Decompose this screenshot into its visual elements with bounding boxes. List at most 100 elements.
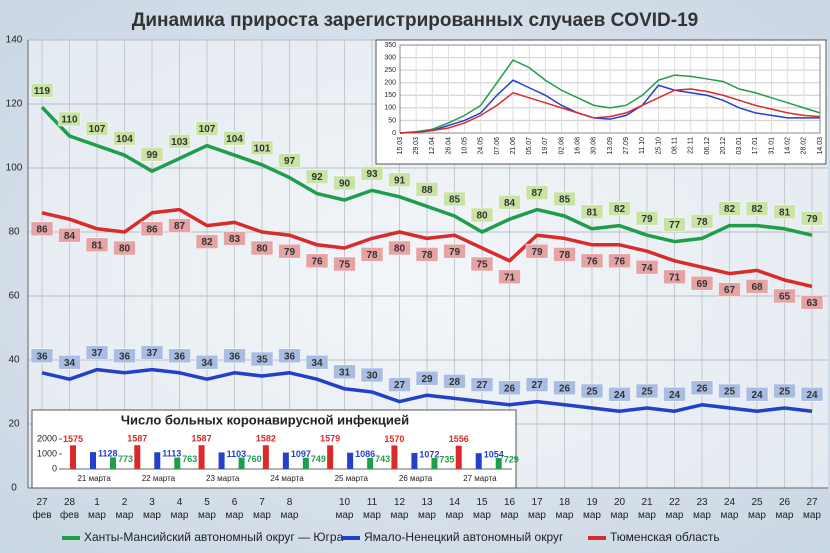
y-tick-label: 0 <box>11 483 17 494</box>
data-label: 773 <box>118 454 133 464</box>
data-label: 99 <box>146 150 158 161</box>
data-label-box <box>388 377 411 392</box>
data-label: 107 <box>89 124 106 135</box>
x-tick-label: 11 мар <box>363 497 381 521</box>
x-tick-label: 4 мар <box>171 497 189 521</box>
bar <box>495 458 502 469</box>
bar <box>238 457 245 469</box>
data-label: 31 <box>339 367 351 378</box>
data-label-box <box>553 247 576 262</box>
data-label-box <box>278 153 301 168</box>
x-tick-label: 21 марта <box>77 474 111 483</box>
data-label-box <box>195 354 219 370</box>
bar <box>475 453 482 469</box>
data-label: 760 <box>247 454 262 464</box>
bar-inset-frame <box>31 409 517 489</box>
x-tick-label: 28.02 <box>801 137 808 155</box>
data-label: 26 <box>696 383 708 394</box>
x-tick-label: 21.06 <box>510 137 517 155</box>
x-tick-label: 30.08 <box>591 137 598 155</box>
y-tick-label: 80 <box>8 227 20 238</box>
data-label: 79 <box>531 247 543 258</box>
x-tick-label: 15 мар <box>473 497 491 521</box>
data-label: 97 <box>284 156 296 167</box>
data-label-box <box>360 166 384 181</box>
data-label-box <box>168 218 191 233</box>
x-tick-label: 13 мар <box>418 497 436 521</box>
data-label-box <box>85 121 109 136</box>
data-label-box <box>690 380 714 396</box>
data-label: 25 <box>779 387 791 398</box>
data-label: 27 <box>531 380 543 391</box>
x-tick-label: 19 мар <box>583 497 601 521</box>
data-label-box <box>773 204 796 220</box>
data-label: 84 <box>64 231 76 242</box>
data-label: 91 <box>394 175 406 186</box>
x-tick-label: 25.10 <box>655 137 662 155</box>
data-label-box <box>800 386 824 402</box>
x-tick-label: 13.09 <box>607 137 614 155</box>
data-label-box <box>250 140 274 156</box>
bar <box>90 452 96 469</box>
y-tick-label: 2000 <box>37 433 57 443</box>
data-label: 735 <box>439 454 454 464</box>
data-label: 24 <box>806 390 818 401</box>
data-label: 1556 <box>449 434 469 444</box>
data-label-box <box>250 240 274 256</box>
data-label-box <box>195 121 219 136</box>
x-tick-label: 6 мар <box>226 497 244 521</box>
y-tick-label: 20 <box>8 419 20 430</box>
x-tick-label: 10 мар <box>336 497 354 521</box>
y-tick-label: 100 <box>6 163 23 174</box>
data-label-box <box>525 185 549 200</box>
data-label-box <box>415 247 439 262</box>
data-label: 82 <box>751 204 763 215</box>
x-tick-label: 24.05 <box>478 137 485 155</box>
data-label-box <box>525 243 549 259</box>
data-label-box <box>553 380 576 396</box>
data-label: 107 <box>199 124 216 135</box>
data-label-box <box>690 275 714 291</box>
inset-line <box>399 88 821 134</box>
x-tick-label: 16 мар <box>501 497 519 521</box>
y-tick-label: 300 <box>384 54 396 61</box>
data-label: 79 <box>806 214 818 225</box>
data-label: 1587 <box>127 434 147 444</box>
data-label-box <box>498 269 521 285</box>
data-label: 1072 <box>419 449 439 459</box>
data-label-box <box>360 247 384 262</box>
bar <box>198 445 205 469</box>
x-tick-label: 1 мар <box>88 497 106 521</box>
data-label-box <box>113 130 136 146</box>
data-label: 78 <box>559 250 571 261</box>
data-label: 34 <box>201 358 213 369</box>
data-label: 36 <box>284 351 296 362</box>
data-label-box <box>470 256 494 272</box>
data-label-box <box>663 269 686 285</box>
data-label-box <box>278 243 301 259</box>
data-label: 37 <box>146 348 158 359</box>
data-label: 101 <box>254 143 271 154</box>
y-tick-label: 0 <box>52 463 57 473</box>
y-tick-label: 60 <box>8 291 20 302</box>
data-label: 80 <box>119 244 131 255</box>
data-label: 36 <box>119 351 131 362</box>
data-label: 87 <box>531 188 543 199</box>
data-label-box <box>498 380 521 396</box>
data-label-box <box>195 234 219 249</box>
data-label-box <box>690 214 714 229</box>
inset-plot-border <box>399 44 821 134</box>
x-tick-label: 8 мар <box>281 497 299 521</box>
data-label: 25 <box>586 387 598 398</box>
data-label: 77 <box>669 220 681 231</box>
data-label-box <box>443 374 466 389</box>
x-tick-label: 28 фев <box>60 497 79 521</box>
x-tick-label: 25 марта <box>335 474 369 483</box>
x-tick-label: 7 мар <box>253 497 271 521</box>
data-label: 25 <box>724 387 736 398</box>
data-label-box <box>305 169 329 184</box>
x-tick-label: 20 мар <box>611 497 629 521</box>
data-label: 1579 <box>320 434 340 444</box>
data-label-box <box>663 386 686 402</box>
data-label-box <box>388 172 411 188</box>
